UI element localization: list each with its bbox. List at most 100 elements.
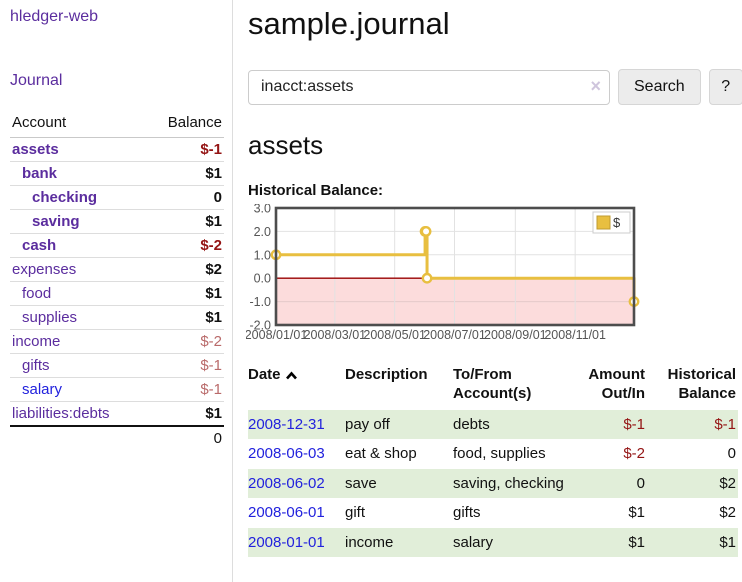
- account-row: gifts $-1: [10, 354, 224, 378]
- transactions-body: 2008-12-31pay offdebts$-1$-1 2008-06-03 ea…: [248, 410, 738, 558]
- account-link-checking[interactable]: checking: [32, 189, 97, 206]
- account-balance: $2: [145, 258, 224, 282]
- account-balance: $1: [145, 210, 224, 234]
- sidebar: hledger-web Journal Account Balance asse…: [0, 0, 233, 582]
- col-header-date-label: Date: [248, 366, 281, 383]
- svg-text:$: $: [613, 215, 621, 230]
- account-row: checking0: [10, 186, 224, 210]
- account-balance: $-1: [145, 378, 224, 402]
- account-name-cell: gifts: [10, 354, 145, 378]
- txn-amount: 0: [575, 469, 647, 499]
- txn-date-link[interactable]: 2008-06-03: [248, 445, 325, 462]
- txn-date-link[interactable]: 2008-01-01: [248, 534, 325, 551]
- account-row: salary $-1: [10, 378, 224, 402]
- account-link-expenses[interactable]: expenses: [12, 261, 76, 278]
- clear-search-icon[interactable]: ×: [590, 76, 601, 97]
- account-link-supplies[interactable]: supplies: [22, 309, 77, 326]
- transaction-row: 2008-06-03eat & shopfood, supplies$-20: [248, 439, 738, 469]
- account-link-saving[interactable]: saving: [32, 213, 80, 230]
- account-row: income $-2: [10, 330, 224, 354]
- page: hledger-web Journal Account Balance asse…: [0, 0, 742, 582]
- txn-date-cell: 2008-06-03: [248, 439, 345, 469]
- account-link-assets[interactable]: assets: [12, 141, 59, 158]
- account-link-cash[interactable]: cash: [22, 237, 56, 254]
- historical-balance-chart: $3.02.01.00.0-1.0-2.02008/01/012008/03/0…: [246, 204, 742, 348]
- txn-amount: $1: [575, 528, 647, 558]
- sidebar-item-journal[interactable]: Journal: [10, 72, 62, 90]
- txn-balance: 0: [647, 439, 738, 469]
- txn-date-link[interactable]: 2008-12-31: [248, 416, 325, 433]
- account-row: bank$1: [10, 162, 224, 186]
- account-link-liabilities-debts[interactable]: liabilities:debts: [12, 405, 110, 422]
- txn-accounts: salary: [453, 528, 575, 558]
- svg-text:2008/05/01: 2008/05/01: [363, 328, 426, 342]
- txn-date-cell: 2008-01-01: [248, 528, 345, 558]
- transaction-row: 2008-01-01incomesalary$1$1: [248, 528, 738, 558]
- account-balance: $-1: [145, 138, 224, 162]
- txn-description: gift: [345, 498, 453, 528]
- account-row: liabilities:debts $1: [10, 402, 224, 427]
- svg-text:-1.0: -1.0: [249, 295, 271, 309]
- txn-accounts: food, supplies: [453, 439, 575, 469]
- col-header-date[interactable]: Date: [248, 364, 345, 410]
- sort-ascending-icon: [285, 367, 298, 386]
- account-balance: $-2: [145, 234, 224, 258]
- search-button[interactable]: Search: [618, 69, 701, 105]
- transaction-row: 2008-06-01giftgifts$1$2: [248, 498, 738, 528]
- account-balance: $1: [145, 282, 224, 306]
- svg-text:2008/01/01: 2008/01/01: [246, 328, 307, 342]
- account-name-cell: food: [10, 282, 145, 306]
- txn-description: income: [345, 528, 453, 558]
- txn-accounts: gifts: [453, 498, 575, 528]
- txn-description: save: [345, 469, 453, 499]
- help-button[interactable]: ?: [709, 69, 742, 105]
- accounts-total-row: 0: [10, 426, 224, 450]
- search-input-wrap: ×: [248, 70, 610, 105]
- account-link-gifts[interactable]: gifts: [22, 357, 50, 374]
- account-name-cell: income: [10, 330, 145, 354]
- account-balance: $-2: [145, 330, 224, 354]
- col-header-accounts: To/From Account(s): [453, 364, 575, 410]
- account-name-cell: supplies: [10, 306, 145, 330]
- svg-text:2008/07/01: 2008/07/01: [423, 328, 486, 342]
- txn-balance: $1: [647, 528, 738, 558]
- account-name-cell: cash: [10, 234, 145, 258]
- txn-date-link[interactable]: 2008-06-01: [248, 504, 325, 521]
- txn-amount: $1: [575, 498, 647, 528]
- app-title-link[interactable]: hledger-web: [10, 8, 98, 26]
- account-row: saving $1: [10, 210, 224, 234]
- svg-text:0.0: 0.0: [254, 272, 271, 286]
- account-balance: $-1: [145, 354, 224, 378]
- transaction-row: 2008-06-02savesaving, checking0$2: [248, 469, 738, 499]
- txn-accounts: saving, checking: [453, 469, 575, 499]
- account-link-food[interactable]: food: [22, 285, 51, 302]
- account-name-cell: saving: [10, 210, 145, 234]
- account-name-cell: assets: [10, 138, 145, 162]
- account-link-bank[interactable]: bank: [22, 165, 57, 182]
- svg-text:2008/03/01: 2008/03/01: [304, 328, 367, 342]
- transactions-table: Date Description To/From Account(s) Amou…: [248, 364, 738, 557]
- search-form: × Search ?: [248, 69, 742, 105]
- account-link-income[interactable]: income: [12, 333, 60, 350]
- account-name-cell: liabilities:debts: [10, 402, 145, 427]
- search-input[interactable]: [248, 70, 610, 105]
- account-row: supplies $1: [10, 306, 224, 330]
- svg-text:1.0: 1.0: [254, 248, 271, 262]
- account-link-salary[interactable]: salary: [22, 381, 62, 398]
- accounts-body: assets$-1bank$1checking0saving$1cash$-2e…: [10, 138, 224, 451]
- account-balance: $1: [145, 306, 224, 330]
- main-content: sample.journal × Search ? assets Histori…: [233, 0, 742, 582]
- txn-date-link[interactable]: 2008-06-02: [248, 475, 325, 492]
- svg-text:2008/09/01: 2008/09/01: [484, 328, 547, 342]
- transaction-row: 2008-12-31pay offdebts$-1$-1: [248, 410, 738, 440]
- account-heading: assets: [248, 130, 742, 161]
- col-header-description: Description: [345, 364, 453, 410]
- txn-description: eat & shop: [345, 439, 453, 469]
- account-name-cell: bank: [10, 162, 145, 186]
- svg-text:2.0: 2.0: [254, 225, 271, 239]
- account-name-cell: expenses: [10, 258, 145, 282]
- account-row: assets $-1: [10, 138, 224, 162]
- transactions-header-row: Date Description To/From Account(s) Amou…: [248, 364, 738, 410]
- txn-balance: $-1: [647, 410, 738, 440]
- account-balance: $1: [145, 402, 224, 427]
